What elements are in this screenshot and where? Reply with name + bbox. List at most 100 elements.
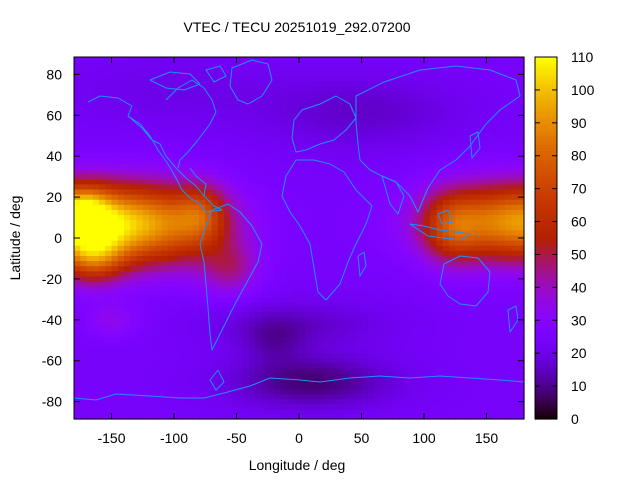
heatmap-cell	[305, 326, 313, 333]
heatmap-cell	[424, 107, 431, 113]
heatmap-cell	[149, 275, 156, 282]
heatmap-cell	[511, 286, 519, 292]
heatmap-cell	[342, 219, 350, 226]
heatmap-cell	[399, 357, 406, 364]
heatmap-cell	[167, 209, 175, 216]
heatmap-cell	[230, 342, 238, 349]
heatmap-cell	[492, 117, 500, 124]
heatmap-cell	[155, 117, 163, 124]
heatmap-cell	[80, 332, 88, 338]
heatmap-cell	[449, 66, 456, 72]
heatmap-cell	[399, 178, 406, 185]
heatmap-cell	[199, 367, 206, 374]
heatmap-cell	[461, 332, 469, 338]
heatmap-cell	[261, 142, 269, 149]
heatmap-cell	[211, 311, 219, 318]
heatmap-cell	[236, 204, 244, 210]
heatmap-cell	[149, 127, 156, 134]
heatmap-cell	[149, 178, 156, 185]
heatmap-cell	[355, 194, 363, 200]
heatmap-cell	[405, 112, 413, 118]
heatmap-cell	[292, 398, 300, 405]
heatmap-cell	[236, 280, 244, 287]
heatmap-cell	[480, 245, 488, 251]
heatmap-cell	[424, 234, 431, 241]
heatmap-cell	[424, 270, 431, 277]
heatmap-cell	[142, 255, 150, 262]
heatmap-cell	[461, 352, 469, 359]
heatmap-cell	[486, 112, 494, 118]
heatmap-cell	[392, 81, 400, 88]
heatmap-cell	[261, 194, 269, 200]
heatmap-cell	[342, 250, 350, 256]
heatmap-cell	[155, 326, 163, 333]
heatmap-cell	[230, 81, 238, 88]
heatmap-cell	[161, 280, 169, 287]
heatmap-cell	[130, 112, 138, 118]
heatmap-cell	[186, 234, 194, 241]
heatmap-cell	[417, 188, 425, 195]
heatmap-cell	[286, 357, 294, 364]
heatmap-cell	[349, 57, 356, 62]
heatmap-cell	[161, 398, 169, 405]
heatmap-cell	[299, 209, 306, 216]
heatmap-cell	[217, 352, 225, 359]
heatmap-cell	[130, 142, 138, 149]
heatmap-cell	[105, 291, 113, 297]
heatmap-cell	[461, 326, 469, 333]
heatmap-cell	[261, 306, 269, 313]
heatmap-cell	[361, 275, 369, 282]
heatmap-cell	[342, 408, 350, 415]
heatmap-cell	[92, 311, 100, 318]
heatmap-cell	[499, 275, 506, 282]
heatmap-cell	[442, 127, 450, 134]
heatmap-cell	[86, 383, 94, 389]
heatmap-cell	[424, 342, 431, 349]
heatmap-cell	[80, 132, 88, 139]
heatmap-cell	[274, 96, 281, 103]
heatmap-cell	[111, 178, 119, 185]
heatmap-cell	[280, 199, 288, 205]
heatmap-cell	[192, 286, 200, 292]
heatmap-cell	[174, 132, 181, 139]
heatmap-cell	[355, 61, 363, 67]
heatmap-cell	[330, 245, 338, 251]
heatmap-cell	[405, 347, 413, 354]
heatmap-cell	[124, 188, 131, 195]
heatmap-cell	[105, 137, 113, 144]
heatmap-cell	[355, 122, 363, 129]
heatmap-cell	[74, 148, 81, 154]
heatmap-cell	[324, 357, 331, 364]
heatmap-cell	[105, 204, 113, 210]
heatmap-cell	[124, 388, 131, 395]
heatmap-cell	[86, 71, 94, 78]
heatmap-cell	[430, 112, 438, 118]
heatmap-cell	[167, 229, 175, 236]
heatmap-cell	[280, 204, 288, 210]
heatmap-cell	[149, 224, 156, 231]
heatmap-cell	[374, 332, 381, 338]
heatmap-cell	[80, 383, 88, 389]
heatmap-cell	[99, 352, 106, 359]
heatmap-cell	[386, 194, 394, 200]
heatmap-cell	[386, 311, 394, 318]
heatmap-cell	[242, 270, 250, 277]
heatmap-cell	[217, 117, 225, 124]
heatmap-cell	[267, 265, 275, 272]
heatmap-cell	[124, 357, 131, 364]
heatmap-cell	[336, 408, 344, 415]
heatmap-cell	[161, 168, 169, 175]
heatmap-cell	[255, 137, 263, 144]
heatmap-cell	[161, 378, 169, 384]
heatmap-cell	[167, 168, 175, 175]
heatmap-cell	[386, 142, 394, 149]
heatmap-cell	[230, 255, 238, 262]
heatmap-cell	[499, 408, 506, 415]
heatmap-cell	[230, 158, 238, 164]
heatmap-cell	[349, 383, 356, 389]
heatmap-cell	[149, 326, 156, 333]
heatmap-cell	[330, 86, 338, 93]
heatmap-cell	[174, 403, 181, 410]
heatmap-cell	[499, 378, 506, 384]
heatmap-cell	[86, 127, 94, 134]
